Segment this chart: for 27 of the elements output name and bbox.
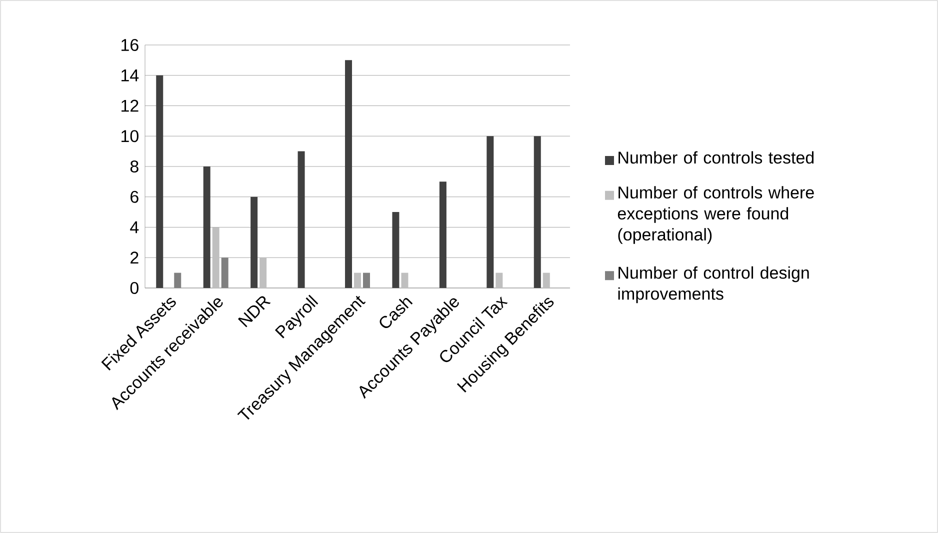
y-tick-label: 10 — [122, 130, 138, 142]
y-tick-label: 8 — [130, 160, 138, 173]
bar — [260, 258, 267, 288]
y-tick-label: 6 — [130, 190, 138, 203]
bar — [439, 182, 446, 288]
bar — [534, 136, 541, 288]
bar — [354, 272, 362, 288]
legend-label: Number of controls where exceptions were found (operational) — [618, 186, 814, 244]
bar — [496, 272, 503, 288]
bar — [212, 227, 220, 288]
y-tick-label: 12 — [122, 100, 138, 112]
bar — [298, 151, 305, 288]
legend-label: Number of controls tested — [618, 151, 814, 164]
y-tick-label: 14 — [122, 70, 139, 82]
bar — [203, 166, 210, 288]
bar — [392, 212, 400, 288]
legend-label: Number of control design improvements — [618, 266, 809, 304]
y-tick-label: 2 — [130, 252, 138, 264]
bar — [542, 272, 550, 288]
bar — [486, 136, 494, 288]
y-tick-label: 0 — [130, 282, 138, 294]
y-tick-label: 16 — [122, 38, 138, 52]
bar — [345, 60, 352, 288]
bar — [401, 272, 408, 288]
bar — [250, 196, 258, 288]
y-tick-label: 4 — [130, 221, 139, 234]
bar — [156, 75, 164, 288]
